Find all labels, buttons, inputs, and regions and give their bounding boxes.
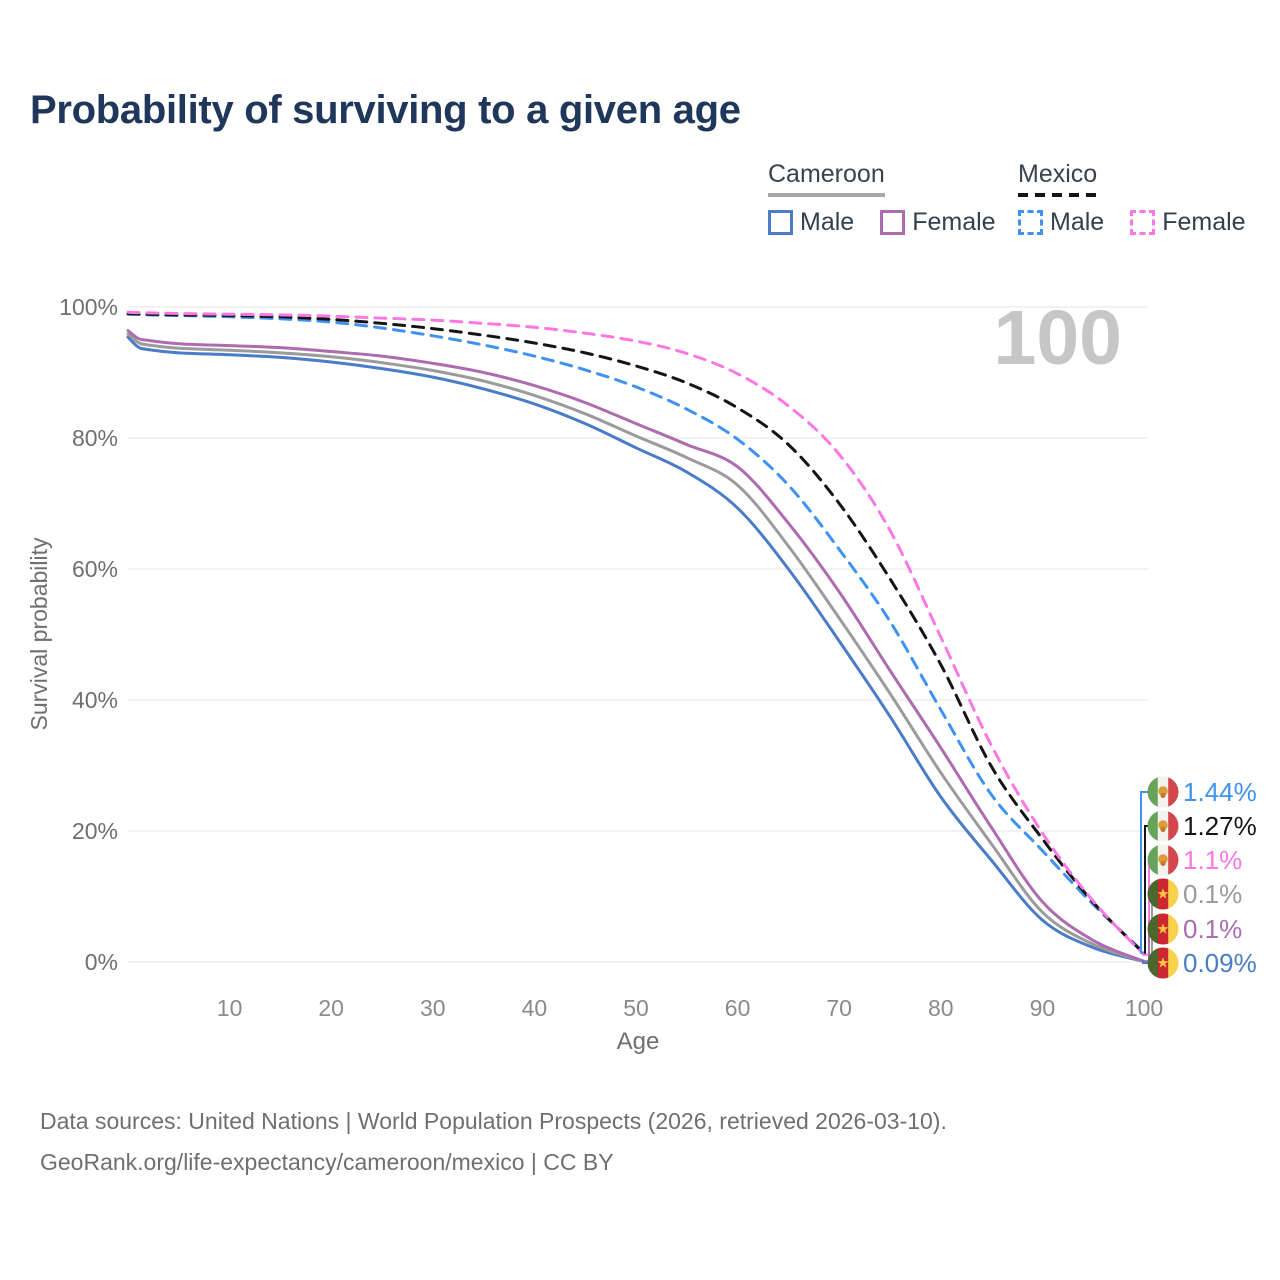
legend-swatch-mexico-male bbox=[1018, 210, 1043, 235]
footer-link-line: GeoRank.org/life-expectancy/cameroon/mex… bbox=[40, 1149, 614, 1175]
legend-group-cameroon: Cameroon Male Female bbox=[768, 160, 996, 237]
leader-line-mexico-male bbox=[1140, 791, 1152, 954]
legend-item-cameroon-male[interactable]: Male bbox=[768, 208, 854, 237]
end-label-cameroon-total: 0.1% bbox=[1183, 879, 1242, 909]
watermark-age-100: 100 bbox=[994, 295, 1122, 381]
flag-mexico-icon bbox=[1147, 844, 1179, 876]
legend-swatch-cameroon-male bbox=[768, 210, 793, 235]
y-tick-label: 80% bbox=[72, 425, 118, 451]
page-title: Probability of surviving to a given age bbox=[30, 88, 741, 132]
end-label-mexico-male: 1.44% bbox=[1183, 777, 1257, 807]
legend-country-label-cameroon: Cameroon bbox=[768, 160, 885, 188]
legend-item-label-male: Male bbox=[1050, 208, 1105, 236]
legend-item-label-male: Male bbox=[800, 208, 855, 236]
curve-cameroon-female bbox=[126, 329, 1146, 963]
x-tick-label: 70 bbox=[826, 995, 852, 1021]
legend-swatch-cameroon-female bbox=[880, 210, 906, 235]
flag-cameroon-icon bbox=[1147, 878, 1179, 910]
legend-group-mexico: Mexico Male Female bbox=[1018, 160, 1246, 237]
curve-mexico-male bbox=[126, 312, 1146, 955]
legend-header-cameroon[interactable]: Cameroon bbox=[768, 160, 885, 197]
legend-item-cameroon-female[interactable]: Female bbox=[880, 208, 996, 237]
x-axis-title: Age bbox=[617, 1028, 660, 1055]
x-tick-label: 100 bbox=[1125, 995, 1163, 1021]
x-tick-label: 30 bbox=[420, 995, 446, 1021]
legend-items-cameroon: Male Female bbox=[768, 208, 996, 237]
legend-header-mexico[interactable]: Mexico bbox=[1018, 160, 1098, 197]
curve-cameroon-total bbox=[126, 332, 1146, 963]
curve-cameroon-male bbox=[126, 335, 1146, 963]
flag-cameroon-icon bbox=[1147, 947, 1179, 979]
legend-country-label-mexico: Mexico bbox=[1018, 160, 1098, 188]
flag-mexico-icon bbox=[1147, 810, 1179, 842]
end-label-mexico-female: 1.1% bbox=[1183, 845, 1242, 875]
end-label-cameroon-female: 0.1% bbox=[1183, 914, 1242, 944]
x-tick-label: 80 bbox=[928, 995, 954, 1021]
x-tick-label: 20 bbox=[318, 995, 344, 1021]
y-tick-label: 0% bbox=[85, 949, 118, 975]
footer-source-line: Data sources: United Nations | World Pop… bbox=[40, 1108, 947, 1134]
end-label-mexico-total: 1.27% bbox=[1183, 811, 1257, 841]
legend-item-mexico-female[interactable]: Female bbox=[1130, 208, 1246, 237]
y-axis-title: Survival probability bbox=[26, 537, 52, 731]
legend-item-label-female: Female bbox=[1162, 208, 1246, 236]
y-tick-label: 100% bbox=[59, 294, 118, 320]
x-tick-label: 50 bbox=[623, 995, 649, 1021]
y-tick-label: 20% bbox=[72, 818, 118, 844]
legend-item-label-female: Female bbox=[912, 208, 996, 236]
legend-underline-dashed bbox=[1018, 193, 1098, 197]
x-tick-label: 90 bbox=[1030, 995, 1056, 1021]
legend-underline-solid bbox=[768, 193, 885, 197]
y-tick-label: 60% bbox=[72, 556, 118, 582]
flag-cameroon-icon bbox=[1147, 913, 1179, 945]
curve-mexico-total bbox=[126, 312, 1146, 956]
curve-mexico-female bbox=[126, 310, 1146, 957]
x-tick-label: 10 bbox=[217, 995, 243, 1021]
flag-mexico-icon bbox=[1147, 776, 1179, 808]
end-label-cameroon-male: 0.09% bbox=[1183, 948, 1257, 978]
legend-swatch-mexico-female bbox=[1130, 210, 1156, 235]
footer: Data sources: United Nations | World Pop… bbox=[40, 1101, 947, 1183]
x-tick-label: 40 bbox=[522, 995, 548, 1021]
x-tick-label: 60 bbox=[725, 995, 751, 1021]
legend-item-mexico-male[interactable]: Male bbox=[1018, 208, 1104, 237]
legend-items-mexico: Male Female bbox=[1018, 208, 1246, 237]
y-tick-label: 40% bbox=[72, 687, 118, 713]
